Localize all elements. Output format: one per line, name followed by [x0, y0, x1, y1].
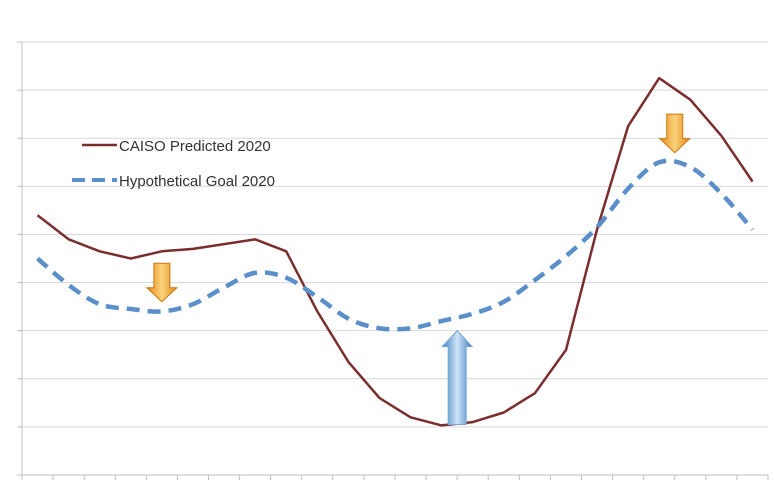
series-lines — [36, 76, 755, 427]
arrow-down-right-icon — [658, 113, 692, 154]
legend-label-caiso: CAISO Predicted 2020 — [119, 138, 271, 155]
series-line-caiso — [36, 76, 754, 427]
arrow-up-middle-icon — [441, 329, 474, 425]
axes — [17, 41, 769, 480]
gridlines — [22, 41, 768, 428]
annotations — [145, 113, 692, 425]
legend: CAISO Predicted 2020 Hypothetical Goal 2… — [72, 138, 275, 190]
arrow-down-left-icon — [145, 262, 179, 303]
legend-label-goal: Hypothetical Goal 2020 — [119, 173, 275, 190]
series-line-goal — [36, 158, 755, 332]
